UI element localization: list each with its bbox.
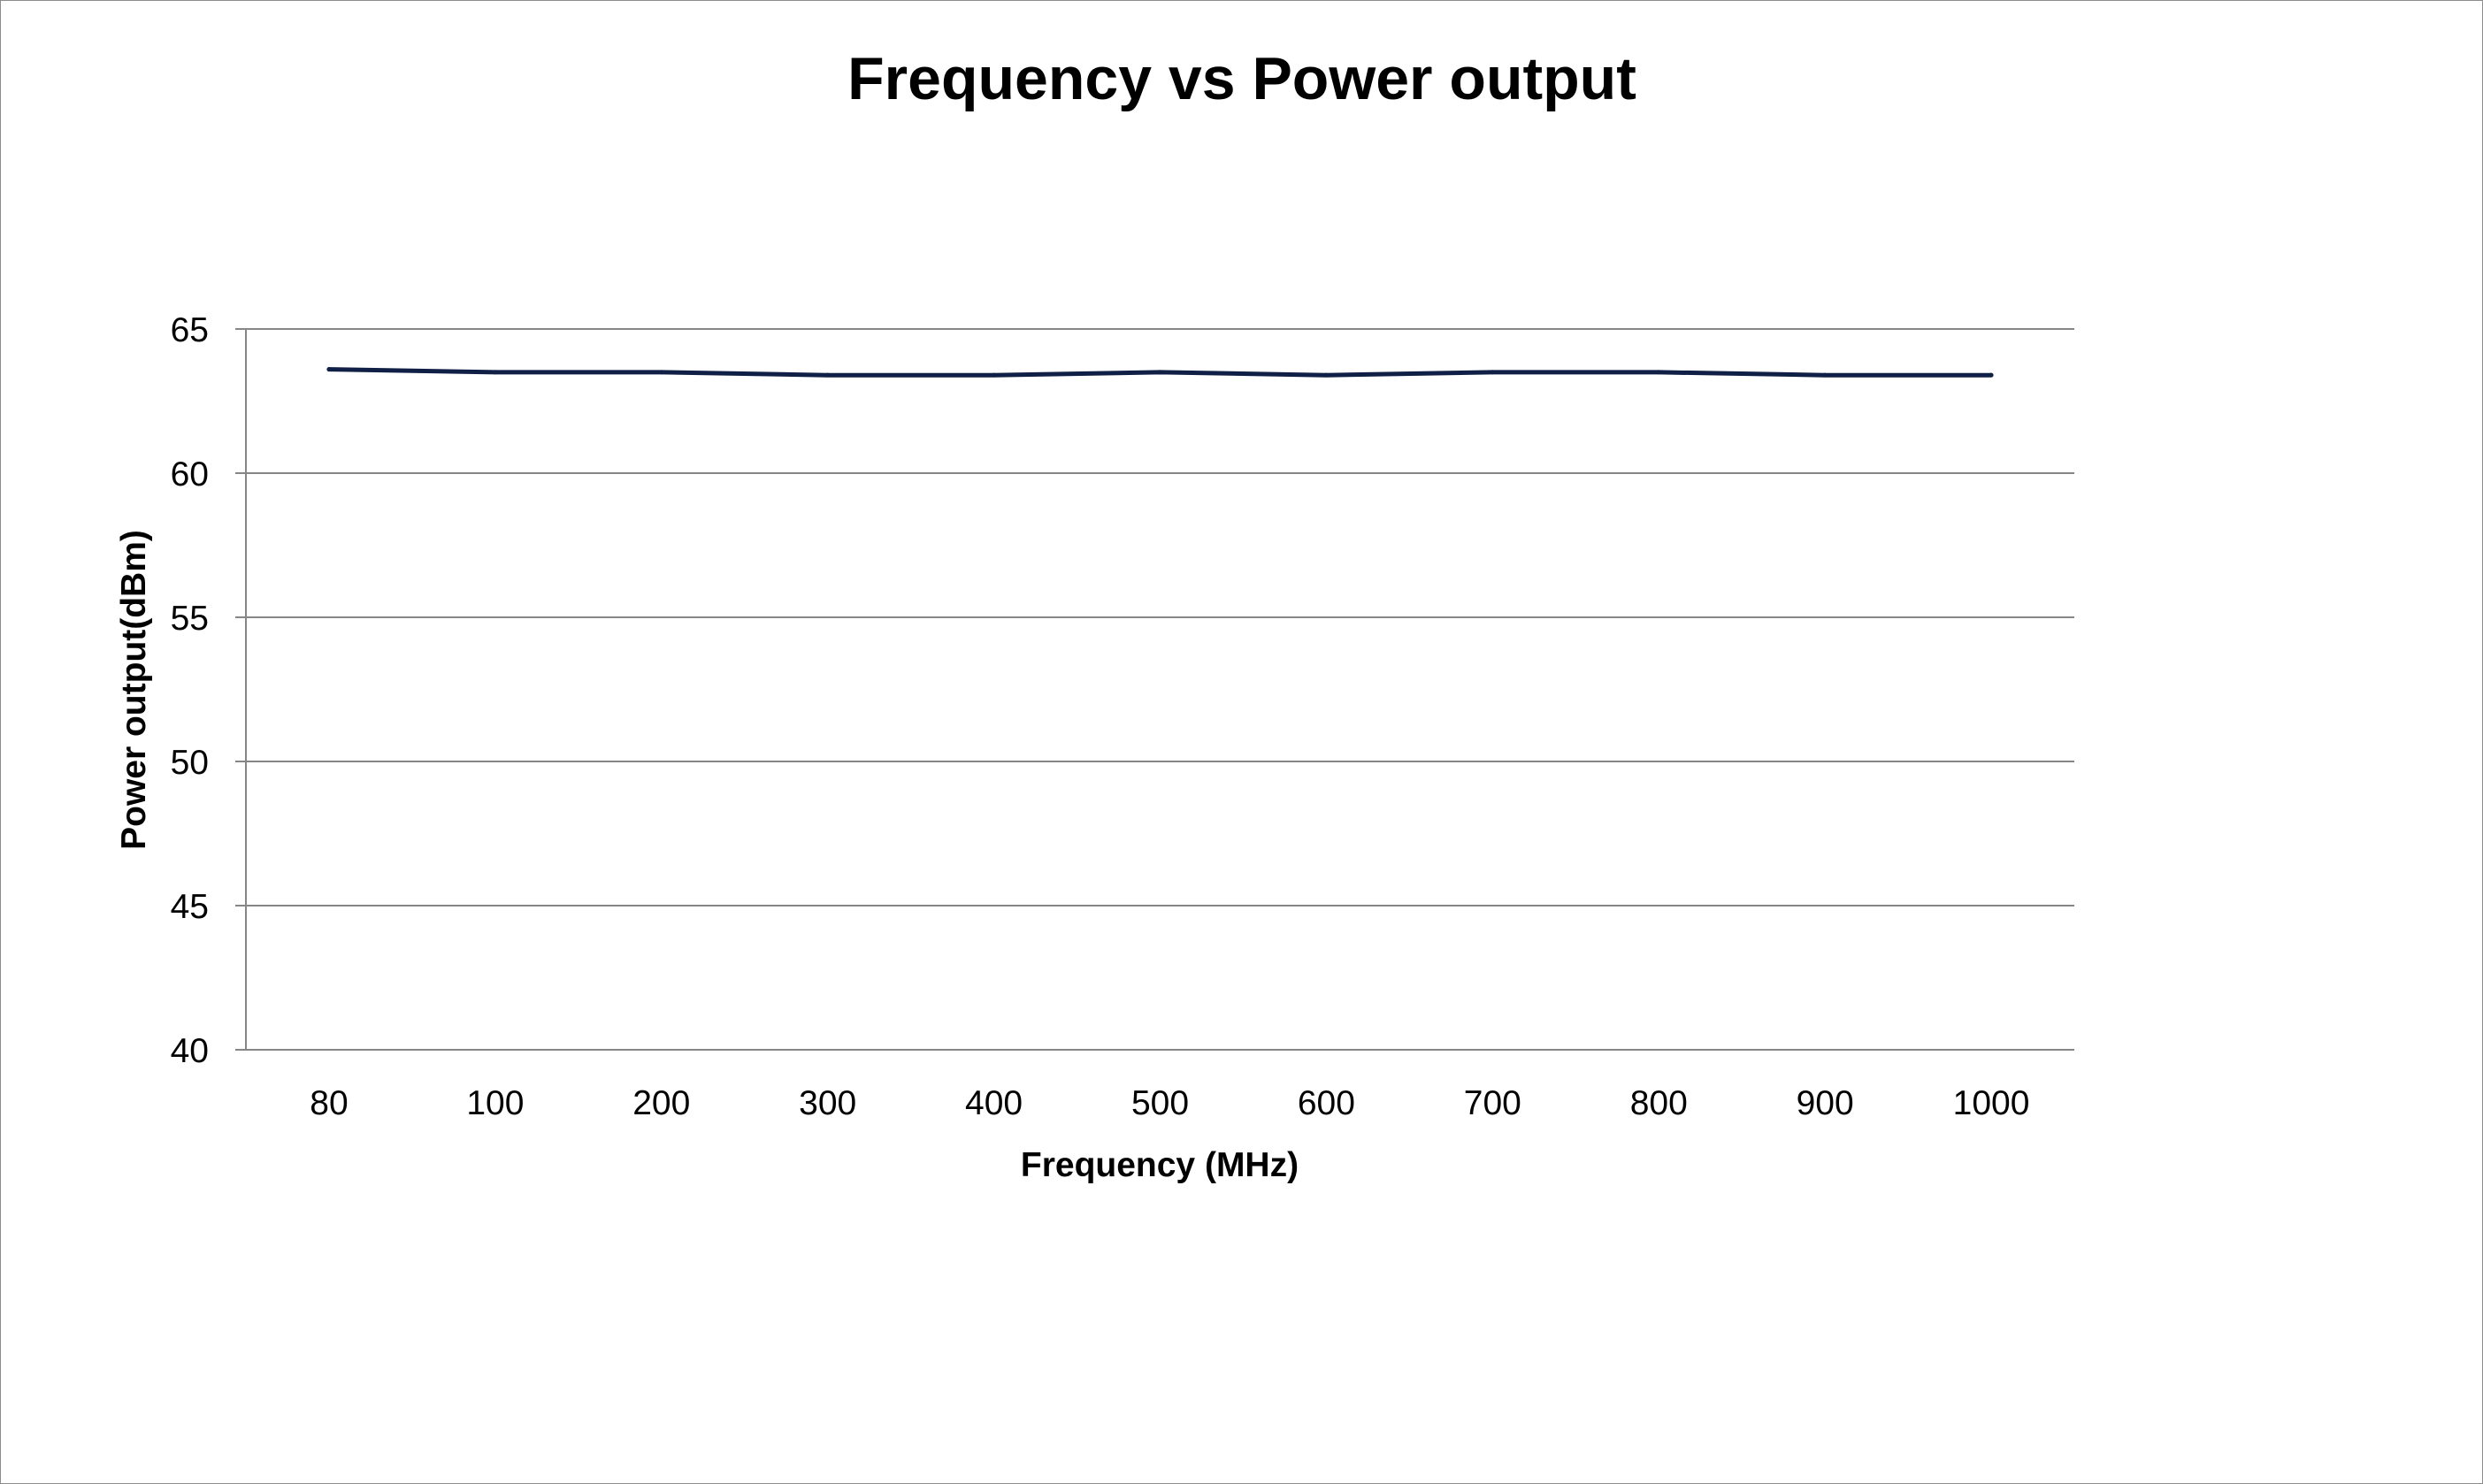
chart-title: Frequency vs Power output <box>847 45 1636 112</box>
x-tick-label: 800 <box>1630 1084 1688 1122</box>
data-point <box>1822 372 1828 378</box>
data-point <box>992 372 997 378</box>
x-tick-label: 600 <box>1298 1084 1355 1122</box>
x-axis-label: Frequency (MHz) <box>1021 1146 1299 1184</box>
axis-layer <box>235 328 2074 1051</box>
y-tick-label: 40 <box>171 1032 209 1070</box>
x-tick-labels: 80 100 200 300 400 500 600 700 800 900 1000 <box>310 1084 2029 1122</box>
data-point <box>493 370 498 375</box>
y-tick-label: 50 <box>171 744 209 782</box>
data-point <box>1989 372 1994 378</box>
x-tick-label: 100 <box>466 1084 524 1122</box>
data-point <box>326 367 332 372</box>
y-tick-label: 55 <box>171 600 209 638</box>
data-point <box>825 372 831 378</box>
x-tick-label: 300 <box>799 1084 856 1122</box>
x-tick-label: 400 <box>965 1084 1023 1122</box>
y-tick-label: 45 <box>171 888 209 926</box>
y-tick-label: 60 <box>171 455 209 493</box>
x-tick-label: 700 <box>1464 1084 1521 1122</box>
data-point <box>1490 370 1495 375</box>
series-layer <box>326 367 1994 378</box>
y-tick-labels: 40 45 50 55 60 65 <box>171 311 209 1070</box>
data-point <box>659 370 664 375</box>
data-point <box>1323 372 1329 378</box>
y-tick-label: 65 <box>171 311 209 349</box>
x-tick-label: 500 <box>1131 1084 1189 1122</box>
x-tick-label: 200 <box>632 1084 690 1122</box>
y-axis-label: Power output(dBm) <box>115 530 153 850</box>
grid-layer <box>246 328 2074 1051</box>
data-point <box>1158 370 1162 375</box>
x-tick-label: 80 <box>310 1084 348 1122</box>
x-tick-label: 900 <box>1797 1084 1854 1122</box>
data-point <box>1656 370 1661 375</box>
x-tick-label: 1000 <box>1953 1084 2030 1122</box>
